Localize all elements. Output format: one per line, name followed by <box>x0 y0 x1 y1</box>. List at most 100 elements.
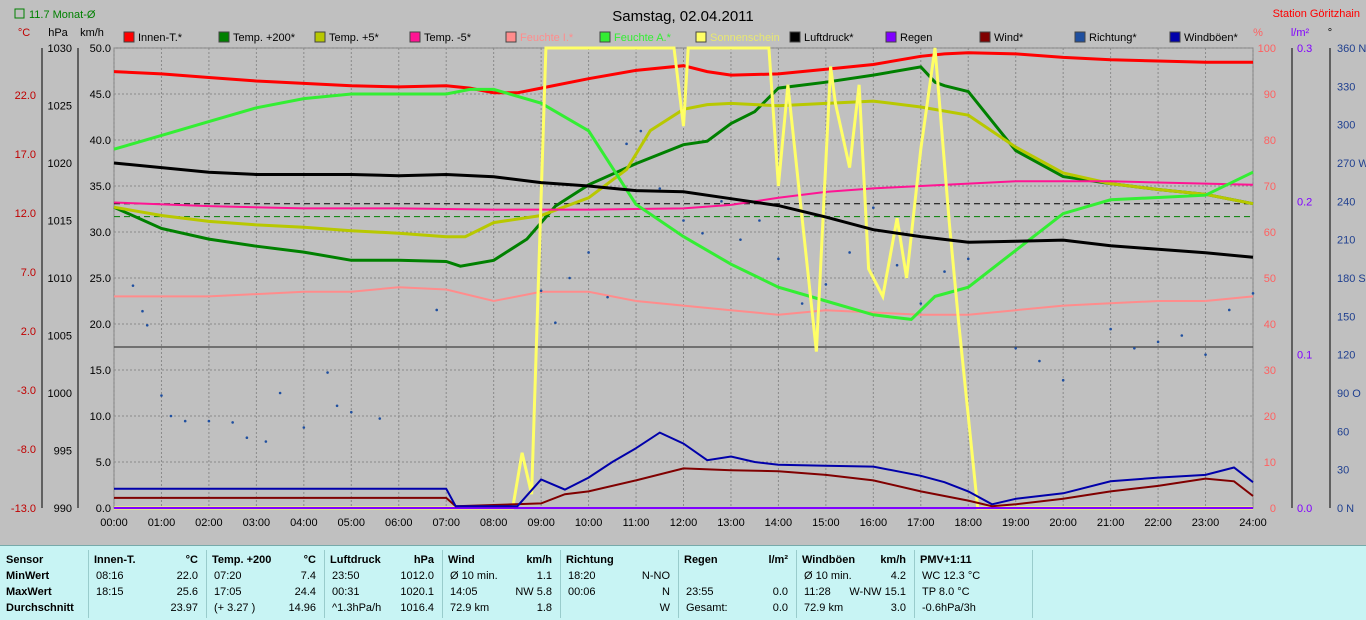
luftdruck-row-0-label: 23:50 <box>332 570 360 582</box>
temp200-header: Temp. +200 <box>212 554 272 566</box>
temp-tick-7: -13.0 <box>11 503 36 515</box>
row-label-avg: Durchschnitt <box>6 602 74 614</box>
speed-tick-5: 25.0 <box>90 273 111 285</box>
series-richtung-point-21 <box>606 295 609 299</box>
series-richtung-point-2 <box>145 323 149 327</box>
pmv-row-0-value: WC 12.3 °C <box>922 570 981 582</box>
innen-row-0-value: 22.0 <box>176 570 198 582</box>
x-tick-19: 19:00 <box>1002 517 1030 529</box>
series-richtung-point-37 <box>943 270 946 273</box>
speed-tick-1: 45.0 <box>90 89 111 101</box>
x-tick-22: 22:00 <box>1144 517 1172 529</box>
series-richtung-point-36 <box>919 302 923 305</box>
windboeen-header: Windböen <box>802 554 856 566</box>
x-tick-23: 23:00 <box>1192 517 1220 529</box>
series-richtung-point-12 <box>326 371 329 374</box>
series-richtung-point-48 <box>1251 292 1255 295</box>
temp200-column: Temp. +200 °C 07:20 7.4 17:05 24.4 (+ 3.27 ) 14… <box>206 550 325 618</box>
series-richtung-point-27 <box>720 200 723 203</box>
speed-tick-0: 50.0 <box>90 43 111 55</box>
series-richtung-point-1 <box>141 309 144 313</box>
x-tick-21: 21:00 <box>1097 517 1125 529</box>
unit-deg: ° <box>1328 27 1332 39</box>
x-tick-16: 16:00 <box>860 517 888 529</box>
chart-title: Samstag, 02.04.2011 <box>612 8 754 25</box>
luftdruck-row-0-value: 1012.0 <box>400 570 434 582</box>
row-label-min: MinWert <box>6 570 50 582</box>
pmv-column: PMV+1:11 WC 12.3 °C TP 8.0 °C -0.6hPa/3h <box>914 550 1033 618</box>
direction-tick-10: 60 <box>1337 426 1349 438</box>
luftdruck-column: Luftdruck hPa 23:50 1012.0 00:31 1020.1 ^1.3hP… <box>324 550 443 618</box>
weather-chart: 00:00 01:00 02:00 03:00 04:00 05:00 06:00 07:00… <box>11 8 1366 529</box>
series-richtung-point-3 <box>160 394 163 397</box>
unit-percent: % <box>1253 27 1263 39</box>
regen-row-1-value: 0.0 <box>772 586 788 598</box>
series-sonne-line <box>114 46 1253 510</box>
pressure-tick-0: 1030 <box>48 43 72 55</box>
percent-tick-5: 50 <box>1264 273 1276 285</box>
series-richtung-point-32 <box>824 283 828 286</box>
direction-tick-1: 330 <box>1337 81 1355 93</box>
series-richtung-point-19 <box>568 276 571 280</box>
series-richtung-point-8 <box>245 436 249 440</box>
regen-header: Regen <box>684 554 718 566</box>
legend-label-5: Feuchte A.* <box>614 32 672 44</box>
percent-tick-1: 90 <box>1264 89 1276 101</box>
windboeen-unit: km/h <box>880 554 906 566</box>
legend-label-4: Feuchte I.* <box>520 32 574 44</box>
series-tempm5-line <box>113 180 1254 211</box>
legend-swatch-2 <box>314 31 326 43</box>
speed-tick-4: 30.0 <box>90 227 111 239</box>
x-tick-18: 18:00 <box>954 517 982 529</box>
x-tick-8: 08:00 <box>480 517 508 529</box>
speed-tick-10: 0.0 <box>96 503 111 515</box>
series-richtung-point-15 <box>378 417 382 420</box>
direction-tick-8: 120 <box>1337 350 1355 362</box>
wind-row-2-value: 1.8 <box>536 602 552 614</box>
percent-tick-2: 80 <box>1264 135 1276 147</box>
legend-label-9: Wind* <box>994 32 1024 44</box>
series-luftdruck-line <box>113 161 1254 259</box>
temp200-row-0-value: 7.4 <box>300 570 316 582</box>
sensor-header: Sensor <box>6 554 44 566</box>
series-richtung-point-28 <box>739 238 742 241</box>
windboeen-row-1-value: W-NW 15.1 <box>849 586 906 598</box>
month-avg-swatch <box>14 8 25 19</box>
series-richtung-point-39 <box>1014 346 1018 350</box>
innen-header: Innen-T. <box>94 554 136 566</box>
direction-tick-3: 270 W <box>1337 158 1366 170</box>
x-tick-17: 17:00 <box>907 517 935 529</box>
percent-tick-9: 10 <box>1264 457 1276 469</box>
temp-tick-2: 12.0 <box>15 208 36 220</box>
legend-swatch-4 <box>505 31 517 43</box>
stats-footer: Sensor MinWert MaxWert Durchschnitt Inne… <box>0 545 1366 620</box>
series-richtung-point-6 <box>207 419 211 423</box>
legend-swatch-11 <box>1169 31 1181 43</box>
luftdruck-unit: hPa <box>413 554 434 566</box>
percent-tick-3: 70 <box>1264 181 1276 193</box>
unit-hpa: hPa <box>48 27 68 39</box>
series-richtung-point-42 <box>1109 327 1112 331</box>
speed-tick-9: 5.0 <box>96 457 111 469</box>
richtung-row-1-label: 00:06 <box>568 586 596 598</box>
series-richtung-point-5 <box>183 419 187 423</box>
x-tick-14: 14:00 <box>765 517 793 529</box>
wind-row-0-label: Ø 10 min. <box>450 570 498 582</box>
direction-tick-7: 150 <box>1337 311 1355 323</box>
pressure-tick-2: 1020 <box>48 158 72 170</box>
temp-tick-4: 2.0 <box>21 326 36 338</box>
direction-tick-0: 360 N <box>1337 43 1366 55</box>
series-richtung-point-33 <box>848 251 851 254</box>
temp200-row-1-label: 17:05 <box>214 586 242 598</box>
series-richtung-point-44 <box>1156 340 1160 344</box>
legend-swatch-8 <box>885 31 897 43</box>
temp200-row-0-label: 07:20 <box>214 570 242 582</box>
direction-tick-6: 180 S <box>1337 273 1366 285</box>
wind-column: Wind km/h Ø 10 min. 1.1 14:05 NW 5.8 72.9 km 1.… <box>442 550 561 618</box>
pmv-row-1-value: TP 8.0 °C <box>922 586 970 598</box>
direction-tick-12: 0 N <box>1337 503 1354 515</box>
series-richtung-point-31 <box>800 302 804 305</box>
series-wind-line <box>114 467 1254 508</box>
series-richtung-point-9 <box>264 440 268 443</box>
richtung-row-0-label: 18:20 <box>568 570 596 582</box>
